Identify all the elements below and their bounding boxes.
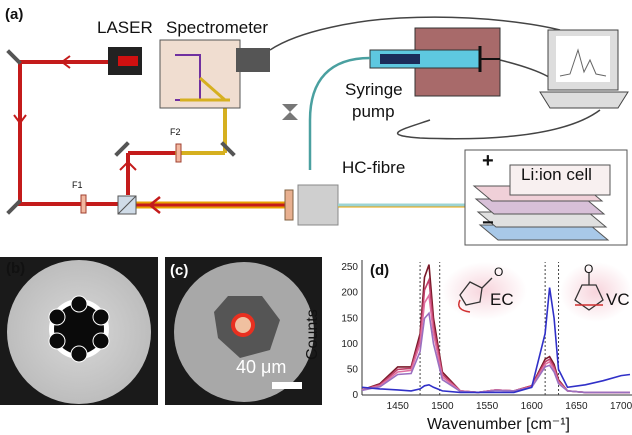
panel-d-tag: (d) <box>370 262 390 279</box>
y-tick-label: 150 <box>341 313 358 324</box>
panel-b-image <box>0 257 158 405</box>
y-tick-label: 0 <box>352 390 358 401</box>
y-tick-label: 250 <box>341 262 358 273</box>
li-ion-cell-icon <box>464 149 628 246</box>
ec-molecule-icon <box>442 262 527 320</box>
f2-label: F2 <box>170 127 181 137</box>
hc-fibre-holder <box>297 184 339 226</box>
chart-ylabel: Counts <box>304 309 321 360</box>
panel-d-chart: 1450 1500 1550 1600 1650 1700 0 50 100 150 200 250 <box>341 260 632 412</box>
panel-a-optics <box>6 16 629 246</box>
chart-series-3 <box>361 311 630 394</box>
y-tick-label: 200 <box>341 288 358 299</box>
panel-b-tag: (b) <box>6 260 26 277</box>
x-tick-label: 1500 <box>431 401 454 412</box>
hc-fibre-label: HC-fibre <box>342 158 406 177</box>
syringe-label: Syringe <box>345 80 403 99</box>
li-ion-cell-label: Li:ion cell <box>521 165 592 184</box>
ec-o-label: O <box>494 265 504 279</box>
y-tick-label: 100 <box>341 339 358 350</box>
vc-label: VC <box>606 290 630 309</box>
panel-c-image <box>165 257 322 405</box>
ec-label: EC <box>490 290 514 309</box>
x-tick-label: 1550 <box>476 401 499 412</box>
scale-bar <box>272 382 302 389</box>
minus-sign: − <box>482 212 494 234</box>
panel-a-tag: (a) <box>5 6 24 23</box>
x-tick-label: 1650 <box>565 401 588 412</box>
y-tick-label: 50 <box>347 364 359 375</box>
spectrometer-label: Spectrometer <box>166 18 269 37</box>
x-tick-label: 1600 <box>521 401 544 412</box>
scale-label: 40 μm <box>236 357 287 377</box>
plus-sign: + <box>482 150 494 172</box>
x-tick-label: 1700 <box>610 401 632 412</box>
chart-xlabel: Wavenumber [cm⁻¹] <box>427 416 570 433</box>
laser-label: LASER <box>97 18 153 37</box>
x-tick-label: 1450 <box>387 401 410 412</box>
vc-molecule-icon <box>560 262 632 322</box>
panel-c-tag: (c) <box>170 262 189 279</box>
vc-o-label: O <box>584 262 594 276</box>
chart-series-4 <box>361 287 631 394</box>
f1-label: F1 <box>72 180 83 190</box>
valve-icon <box>282 104 298 112</box>
pump-label: pump <box>352 102 395 121</box>
